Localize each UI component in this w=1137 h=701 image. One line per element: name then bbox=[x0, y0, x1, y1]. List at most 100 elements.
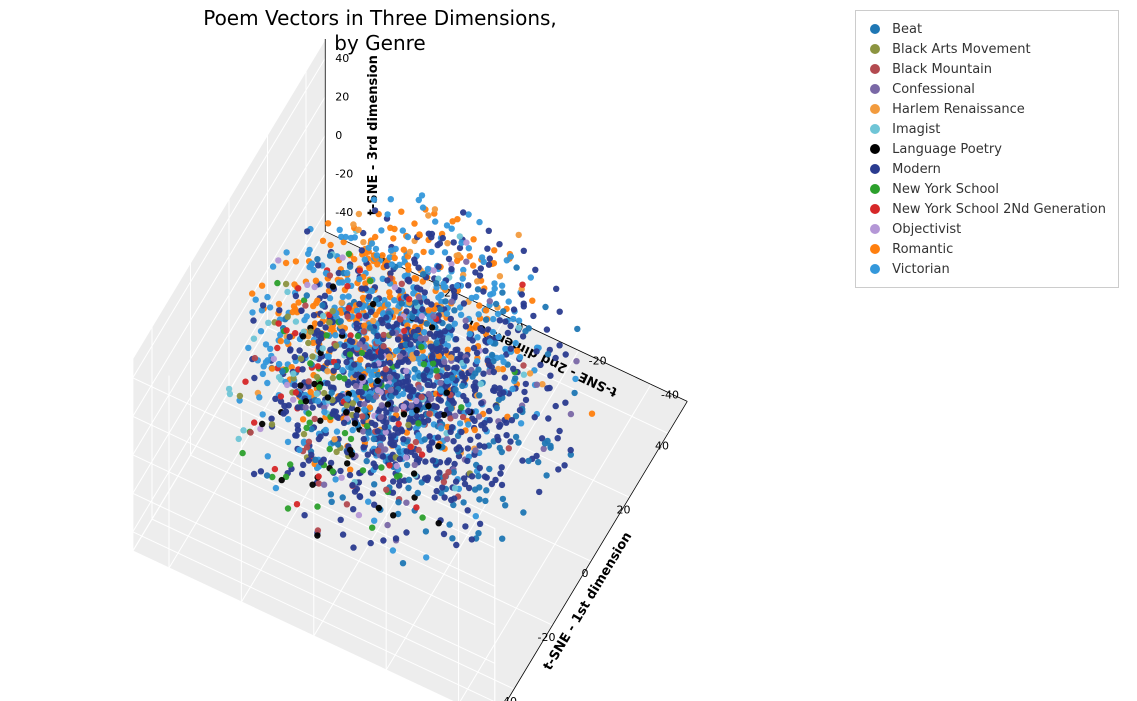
scatter-point bbox=[379, 320, 385, 326]
scatter-point bbox=[472, 486, 478, 492]
legend-marker-icon bbox=[870, 104, 880, 114]
scatter-point bbox=[397, 456, 403, 462]
scatter-point bbox=[561, 462, 567, 468]
legend-label: New York School 2Nd Generation bbox=[892, 202, 1106, 217]
scatter-point bbox=[278, 393, 284, 399]
legend-label: Language Poetry bbox=[892, 142, 1002, 157]
scatter-point bbox=[428, 234, 434, 240]
scatter-point bbox=[470, 262, 476, 268]
scatter-point bbox=[332, 332, 338, 338]
scatter-point bbox=[305, 340, 311, 346]
scatter-point bbox=[283, 327, 289, 333]
scatter-point bbox=[552, 355, 558, 361]
scatter-point bbox=[307, 360, 313, 366]
scatter-point bbox=[516, 232, 522, 238]
scatter-point bbox=[453, 364, 459, 370]
scatter-point bbox=[311, 284, 317, 290]
scatter-point bbox=[338, 517, 344, 523]
scatter-point bbox=[513, 264, 519, 270]
scatter-point bbox=[400, 227, 406, 233]
scatter-point bbox=[415, 432, 421, 438]
scatter-point bbox=[391, 297, 397, 303]
legend-marker-icon bbox=[870, 124, 880, 134]
scatter-point bbox=[309, 482, 315, 488]
scatter-point bbox=[374, 261, 380, 267]
scatter-point bbox=[476, 496, 482, 502]
scatter-point bbox=[405, 262, 411, 268]
scatter-point bbox=[380, 537, 386, 543]
scatter-point bbox=[539, 381, 545, 387]
scatter-point bbox=[431, 333, 437, 339]
scatter-point bbox=[460, 499, 466, 505]
scatter-point bbox=[463, 357, 469, 363]
scatter-point bbox=[369, 240, 375, 246]
scatter-point bbox=[315, 262, 321, 268]
legend-swatch bbox=[864, 24, 886, 34]
scatter-point bbox=[359, 374, 365, 380]
scatter-point bbox=[272, 466, 278, 472]
scatter-point bbox=[420, 372, 426, 378]
scatter-point bbox=[421, 361, 427, 367]
scatter-point bbox=[361, 328, 367, 334]
scatter-point bbox=[327, 242, 333, 248]
legend-item: New York School 2Nd Generation bbox=[864, 199, 1106, 219]
scatter-point bbox=[562, 400, 568, 406]
scatter-point bbox=[434, 373, 440, 379]
scatter-point bbox=[493, 301, 499, 307]
scatter-point bbox=[434, 404, 440, 410]
scatter-point bbox=[439, 484, 445, 490]
legend-swatch bbox=[864, 64, 886, 74]
scatter-point bbox=[259, 283, 265, 289]
scatter-point bbox=[371, 481, 377, 487]
scatter-point bbox=[465, 445, 471, 451]
scatter-point bbox=[398, 209, 404, 215]
scatter-point bbox=[475, 433, 481, 439]
legend-item: Language Poetry bbox=[864, 139, 1106, 159]
scatter-point bbox=[265, 453, 271, 459]
scatter-point bbox=[448, 354, 454, 360]
scatter-point bbox=[381, 332, 387, 338]
scatter-point bbox=[449, 299, 455, 305]
scatter-point bbox=[312, 416, 318, 422]
scatter-point bbox=[390, 547, 396, 553]
scatter-point bbox=[271, 356, 277, 362]
scatter-point bbox=[353, 412, 359, 418]
scatter-point bbox=[513, 434, 519, 440]
scatter-point bbox=[392, 255, 398, 261]
scatter-point bbox=[290, 371, 296, 377]
scatter-point bbox=[390, 235, 396, 241]
scatter-point bbox=[383, 314, 389, 320]
scatter-point bbox=[365, 499, 371, 505]
scatter-point bbox=[536, 489, 542, 495]
scatter-point bbox=[409, 314, 415, 320]
scatter-point bbox=[341, 420, 347, 426]
scatter-point bbox=[354, 325, 360, 331]
scatter-point bbox=[420, 271, 426, 277]
scatter-point bbox=[528, 274, 534, 280]
scatter-point bbox=[403, 529, 409, 535]
scatter-point bbox=[306, 378, 312, 384]
scatter-point bbox=[438, 387, 444, 393]
scatter-point bbox=[260, 302, 266, 308]
scatter-point bbox=[414, 350, 420, 356]
scatter-point bbox=[338, 475, 344, 481]
scatter-point bbox=[287, 461, 293, 467]
scatter-point bbox=[509, 386, 515, 392]
scatter-point bbox=[385, 401, 391, 407]
scatter-point bbox=[389, 261, 395, 267]
scatter-point bbox=[370, 318, 376, 324]
scatter-point bbox=[344, 396, 350, 402]
scatter-point bbox=[568, 411, 574, 417]
scatter-point bbox=[337, 468, 343, 474]
scatter-point bbox=[424, 367, 430, 373]
scatter-point bbox=[474, 358, 480, 364]
scatter-point bbox=[455, 252, 461, 258]
scatter-point bbox=[330, 468, 336, 474]
scatter-point bbox=[428, 301, 434, 307]
scatter-point bbox=[471, 418, 477, 424]
scatter-point bbox=[454, 446, 460, 452]
scatter-point bbox=[460, 209, 466, 215]
scatter-point bbox=[315, 363, 321, 369]
scatter-point bbox=[458, 312, 464, 318]
scatter-point bbox=[449, 535, 455, 541]
